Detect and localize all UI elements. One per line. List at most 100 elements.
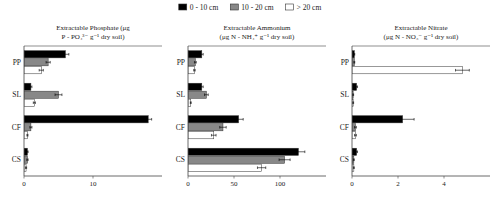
error-line (27, 151, 28, 152)
error-line (30, 86, 32, 87)
error-cap (25, 166, 26, 169)
error-cap (195, 69, 196, 72)
error-bar (279, 158, 290, 161)
legend-item: 10 - 20 cm (230, 3, 273, 12)
top-line (24, 46, 162, 47)
category-label: CS (176, 155, 185, 164)
error-bar (356, 85, 358, 88)
bar (188, 164, 262, 171)
x-axis (352, 176, 490, 177)
error-cap (61, 53, 62, 56)
error-cap (355, 85, 356, 88)
error-bar (27, 150, 28, 153)
category-label: CS (12, 155, 21, 164)
error-bar (26, 166, 27, 169)
bar (24, 67, 41, 74)
legend-label: 10 - 20 cm (241, 3, 273, 12)
error-cap (203, 53, 204, 56)
error-cap (26, 158, 27, 161)
bar (352, 83, 357, 90)
error-line (234, 119, 243, 120)
category-label: CF (12, 123, 21, 132)
panel: Extractable Nitrate(μg N - NO₃⁻ g⁻¹ dry … (340, 24, 490, 188)
error-line (30, 127, 32, 128)
error-cap (455, 69, 456, 72)
error-line (55, 94, 62, 95)
error-cap (353, 53, 354, 56)
bar (188, 59, 195, 66)
panel: Extractable Ammonium(μg N - NH₄⁺ g⁻¹ dry… (176, 24, 326, 188)
error-bar (30, 85, 32, 88)
legend: 0 - 10 cm10 - 20 cm> 20 cm (179, 3, 322, 12)
error-bar (30, 126, 32, 129)
tick (352, 176, 353, 179)
error-line (200, 54, 203, 55)
marks (188, 51, 305, 172)
tick-label: 100 (275, 180, 286, 188)
error-cap (354, 134, 355, 137)
category-label: CF (176, 123, 185, 132)
error-bar (355, 126, 357, 129)
error-bar (352, 101, 354, 104)
title-line: Extractable Ammonium (223, 24, 291, 32)
error-line (355, 135, 357, 136)
bar (188, 132, 214, 139)
bar (188, 91, 206, 98)
legend-item: 0 - 10 cm (179, 3, 219, 12)
error-line (292, 151, 305, 152)
error-cap (200, 53, 201, 56)
error-bar (352, 93, 354, 96)
error-line (356, 86, 358, 87)
error-cap (46, 61, 47, 64)
error-cap (26, 134, 27, 137)
error-cap (226, 126, 227, 129)
error-bar (27, 134, 28, 137)
error-line (356, 151, 358, 152)
error-cap (355, 150, 356, 153)
error-cap (39, 69, 40, 72)
error-cap (469, 69, 470, 72)
error-cap (357, 85, 358, 88)
error-cap (211, 134, 212, 137)
error-cap (219, 126, 220, 129)
top-line (352, 46, 490, 47)
error-cap (26, 150, 27, 153)
category-label: PP (177, 58, 185, 67)
tick (234, 176, 235, 179)
error-cap (193, 69, 194, 72)
bar (24, 132, 27, 139)
tick-label: 4 (442, 180, 446, 188)
y-axis (352, 46, 353, 176)
error-cap (29, 85, 30, 88)
error-bar (353, 158, 355, 161)
bar (24, 148, 27, 155)
bar (24, 83, 31, 90)
category-label: SL (176, 90, 185, 99)
error-cap (190, 101, 191, 104)
bar (24, 156, 27, 163)
error-cap (50, 61, 51, 64)
category-label: PP (13, 58, 21, 67)
error-bar (211, 134, 216, 137)
error-line (39, 70, 43, 71)
category-label: CF (340, 123, 349, 132)
error-cap (354, 61, 355, 64)
error-cap (208, 93, 209, 96)
error-cap (353, 93, 354, 96)
category-label: PP (341, 58, 349, 67)
bar (24, 91, 59, 98)
y-axis (188, 46, 189, 176)
error-bar (355, 134, 357, 137)
error-bar (200, 85, 203, 88)
bar (188, 148, 298, 155)
category-label: SL (340, 90, 349, 99)
error-line (220, 127, 226, 128)
error-cap (204, 93, 205, 96)
error-cap (354, 166, 355, 169)
bar (24, 124, 31, 131)
category-label: CS (340, 155, 349, 164)
error-cap (144, 118, 145, 121)
category-label: SL (12, 90, 21, 99)
error-cap (216, 134, 217, 137)
bar (188, 99, 191, 106)
